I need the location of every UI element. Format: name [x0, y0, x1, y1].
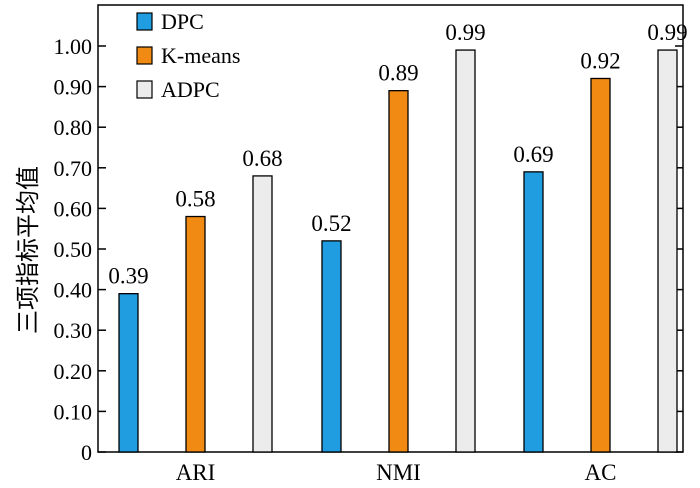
- x-tick-label: AC: [585, 460, 617, 485]
- bars: [118, 49, 678, 453]
- y-axis-label: 三项指标平均值: [14, 166, 42, 334]
- data-label: 0.89: [378, 61, 418, 86]
- data-label: 0.39: [108, 264, 148, 289]
- data-labels: 0.39 0.58 0.68 0.52 0.89 0.99 0.69 0.92 0.99: [108, 20, 687, 289]
- bar-dpc-ac: [523, 171, 544, 453]
- bar-adpc-ari: [252, 175, 273, 453]
- y-tick-label: 0.40: [54, 278, 93, 303]
- y-tick-label: 0.30: [54, 318, 93, 343]
- legend-swatch: [136, 80, 153, 99]
- y-tick-label: 0.60: [54, 196, 93, 221]
- bar-adpc-ac: [657, 49, 678, 453]
- data-label: 0.99: [647, 20, 687, 45]
- legend-swatch: [136, 46, 153, 65]
- bar-k-means-ari: [185, 215, 206, 453]
- data-label: 0.99: [445, 20, 485, 45]
- x-axis: ARI NMI AC: [176, 444, 617, 485]
- y-tick-label: 0.80: [54, 115, 93, 140]
- y-tick-label: 0.70: [54, 156, 93, 181]
- data-label: 0.52: [311, 211, 351, 236]
- y-tick-label: 0.50: [54, 237, 93, 262]
- bar-k-means-nmi: [388, 90, 409, 453]
- data-label: 0.69: [513, 142, 553, 167]
- data-label: 0.92: [580, 48, 620, 73]
- y-tick-label: 1.00: [54, 34, 93, 59]
- x-tick-label: ARI: [176, 460, 216, 485]
- bar-dpc-ari: [118, 293, 139, 453]
- x-tick-label: NMI: [376, 460, 421, 485]
- y-tick-label: 0.20: [54, 359, 93, 384]
- legend-label: K-means: [161, 43, 240, 68]
- y-tick-label: 0.10: [54, 399, 93, 424]
- y-tick-label: 0: [81, 440, 92, 465]
- legend-label: ADPC: [161, 77, 220, 102]
- y-axis: 0 0.10 0.20 0.30 0.40 0.50 0.60 0.70 0.80 0.90 1.0…: [54, 34, 683, 465]
- bar-dpc-nmi: [321, 240, 342, 453]
- legend: DPC K-means ADPC: [136, 9, 240, 102]
- data-label: 0.68: [242, 146, 282, 171]
- data-label: 0.58: [175, 187, 215, 212]
- legend-label: DPC: [161, 9, 204, 34]
- y-tick-label: 0.90: [54, 75, 93, 100]
- legend-swatch: [136, 12, 153, 31]
- bar-k-means-ac: [590, 77, 611, 453]
- bar-adpc-nmi: [455, 49, 476, 453]
